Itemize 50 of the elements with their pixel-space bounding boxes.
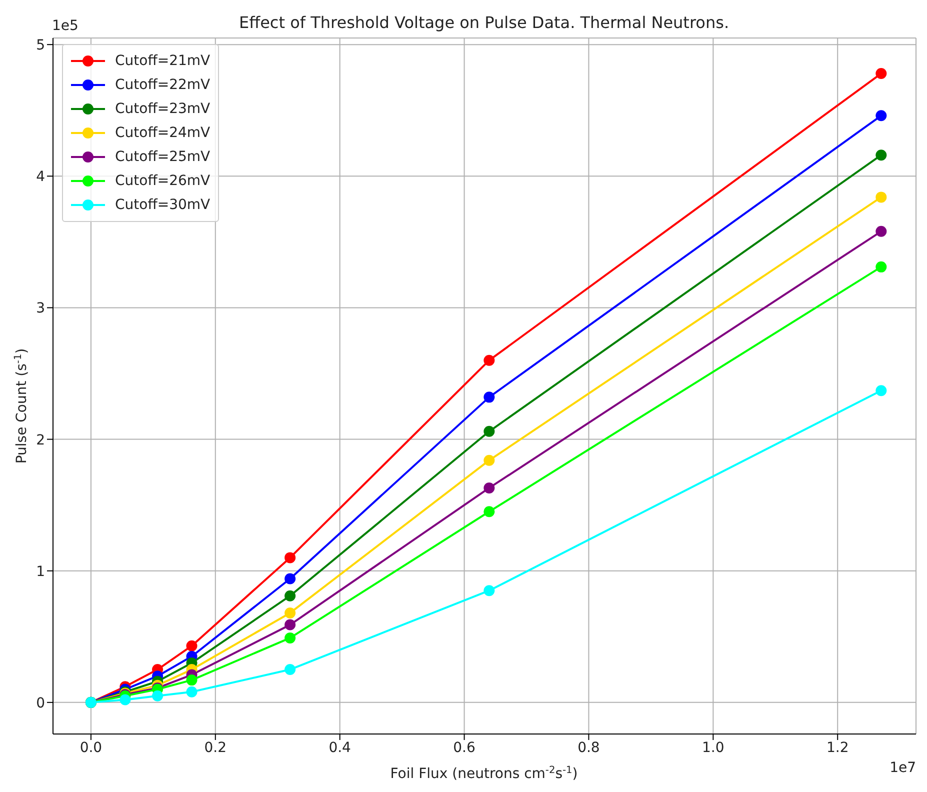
point	[876, 226, 887, 237]
point	[876, 68, 887, 80]
x-tick-label: 1.0	[702, 740, 724, 756]
point	[876, 385, 887, 396]
text: 1e5	[52, 18, 78, 34]
point	[284, 664, 296, 676]
y-tick-label: 4	[36, 169, 46, 186]
point	[186, 674, 198, 686]
point	[484, 454, 495, 466]
point	[484, 392, 495, 403]
point	[284, 573, 296, 584]
point	[186, 640, 198, 652]
y-tick-label: 0	[36, 695, 45, 712]
point	[876, 192, 887, 203]
legend-label: Cutoff=23mV	[115, 101, 210, 117]
legend-label: Cutoff=30mV	[115, 197, 210, 213]
legend-label: Cutoff=25mV	[115, 149, 210, 165]
point	[284, 590, 296, 602]
x-tick-label: 0.0	[80, 740, 102, 756]
legend-label: Cutoff=21mV	[115, 53, 210, 69]
point	[284, 632, 296, 644]
x-tick-label: 0.2	[204, 740, 227, 756]
chart-title: Effect of Threshold Voltage on Pulse Data. Thermal Neutrons.	[238, 13, 730, 32]
y-tick-label: 2	[36, 432, 45, 448]
x-tick-label: 0.4	[328, 740, 352, 756]
x-tick-label: 0.6	[453, 740, 476, 756]
point	[186, 686, 198, 698]
legend-label: Cutoff=24mV	[115, 125, 210, 141]
x-tick-label: 0.8	[578, 740, 600, 756]
point	[284, 552, 296, 564]
point	[484, 506, 495, 518]
point	[876, 110, 887, 122]
point	[284, 607, 296, 618]
legend-label: Cutoff=26mV	[115, 173, 210, 189]
y-tick-label: 3	[36, 300, 45, 317]
point	[876, 150, 887, 161]
text: 1e7	[890, 760, 916, 776]
point	[484, 482, 495, 494]
point	[484, 585, 495, 596]
legend-label: Cutoff=22mV	[115, 77, 210, 93]
point	[120, 694, 131, 706]
point	[284, 619, 296, 630]
x-axis-title: Foil Flux (neutrons cm$^{-2}$s$^{-1}$)	[390, 764, 578, 782]
point	[152, 690, 164, 702]
point	[484, 426, 495, 437]
point	[484, 354, 495, 366]
y-tick-label: 1	[36, 564, 45, 580]
y-tick-label: 5	[36, 38, 45, 54]
x-tick-label: 1.2	[826, 740, 849, 756]
point	[876, 261, 887, 272]
